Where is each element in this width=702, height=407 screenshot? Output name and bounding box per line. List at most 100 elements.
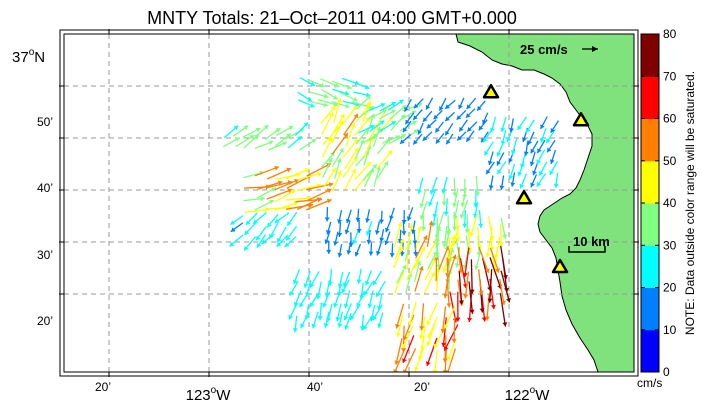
current-vector-head — [486, 169, 491, 175]
current-vector-head — [405, 119, 410, 125]
current-vector — [426, 302, 438, 326]
colorbar-tick-label: 20 — [663, 281, 677, 295]
current-vector-head — [484, 268, 490, 273]
current-vector-head — [462, 194, 468, 199]
current-vector — [266, 181, 293, 189]
current-vector-head — [452, 215, 458, 220]
current-vector-head — [478, 125, 484, 131]
current-vector-head — [354, 251, 360, 257]
current-vector-head — [324, 292, 330, 297]
current-vector-head — [284, 242, 290, 247]
current-vector-head — [327, 281, 333, 286]
current-vector-head — [498, 242, 504, 247]
current-vector-head — [309, 282, 315, 288]
current-vector-head — [536, 159, 542, 164]
current-vector-head — [379, 219, 384, 224]
current-vector-head — [452, 202, 458, 208]
current-vector-head — [454, 263, 460, 268]
current-vector-head — [477, 105, 482, 111]
current-vector-head — [413, 252, 419, 257]
current-vector-head — [365, 218, 370, 223]
colorbar-segment — [641, 160, 659, 204]
current-vector-head — [401, 220, 407, 224]
current-vector-head — [483, 137, 488, 143]
current-vector-head — [539, 171, 544, 176]
colorbar-tick-label: 50 — [663, 154, 677, 168]
colorbar-segment — [641, 329, 659, 373]
current-vector-head — [277, 237, 282, 243]
current-vector-head — [255, 127, 261, 133]
current-vector — [481, 257, 492, 292]
current-vector-head — [550, 128, 555, 133]
current-vector — [457, 247, 462, 274]
lon-label-123w: 123oW — [186, 385, 232, 404]
current-vector-head — [287, 188, 293, 194]
current-vector-head — [324, 239, 330, 244]
current-vector-head — [417, 226, 423, 231]
current-vector-head — [265, 207, 270, 213]
current-vector — [333, 98, 342, 123]
current-vector-head — [345, 218, 351, 224]
current-vector-head — [429, 189, 435, 195]
current-vector — [443, 324, 459, 351]
current-vector-head — [423, 117, 428, 122]
current-vector-head — [324, 217, 330, 222]
current-vector-head — [310, 81, 315, 86]
current-vector-head — [553, 183, 559, 188]
current-vector-head — [474, 265, 480, 270]
current-vector — [395, 303, 405, 329]
current-vector-head — [331, 168, 336, 173]
current-vector-head — [230, 220, 236, 225]
current-vector-head — [439, 106, 444, 111]
current-vector — [415, 225, 422, 251]
current-vector-head — [245, 220, 251, 225]
current-vector-head — [276, 242, 282, 247]
current-vector — [464, 271, 470, 299]
current-vector-head — [458, 269, 464, 274]
current-vector-head — [458, 104, 463, 110]
current-vector-head — [420, 346, 425, 351]
current-vector-head — [452, 254, 457, 260]
current-vector-head — [363, 325, 368, 330]
current-vector-head — [481, 317, 487, 322]
current-vector-head — [260, 196, 265, 202]
current-vector-head — [496, 151, 502, 157]
current-vector-head — [344, 229, 350, 235]
current-vector-head — [394, 360, 400, 365]
current-vector-head — [442, 267, 448, 273]
current-vector-head — [517, 125, 522, 130]
current-vector-head — [372, 164, 377, 169]
current-vector-head — [445, 104, 450, 109]
colorbar-segment — [641, 245, 659, 288]
current-vector-head — [337, 170, 342, 176]
current-vector-head — [356, 228, 362, 233]
current-vector-head — [337, 232, 343, 237]
colorbar-tick-label: 70 — [663, 69, 677, 83]
current-vector-head — [310, 302, 315, 307]
current-vector-head — [359, 295, 365, 300]
colorbar — [641, 34, 659, 373]
current-vector-head — [532, 170, 537, 176]
current-vector — [499, 278, 505, 306]
current-vector-head — [402, 343, 407, 349]
current-vector-head — [536, 182, 542, 187]
current-vector-head — [432, 369, 438, 372]
current-vector-head — [485, 252, 491, 258]
current-vector-head — [317, 197, 322, 203]
current-vector-head — [417, 129, 423, 135]
current-vector-head — [459, 213, 465, 219]
current-vector-head — [344, 90, 350, 96]
current-vector — [477, 269, 483, 295]
map-frame-inner — [63, 33, 635, 373]
current-vector-head — [350, 315, 355, 320]
current-vector-head — [443, 293, 448, 299]
current-vector-head — [338, 120, 344, 126]
current-vector-head — [336, 158, 342, 163]
current-vector-head — [499, 185, 505, 190]
current-vector — [342, 156, 359, 178]
current-vector-head — [364, 84, 370, 90]
radar-station-marker — [515, 190, 533, 205]
current-vector-head — [267, 222, 272, 228]
current-vector-head — [343, 133, 348, 138]
current-vector-head — [341, 288, 346, 293]
